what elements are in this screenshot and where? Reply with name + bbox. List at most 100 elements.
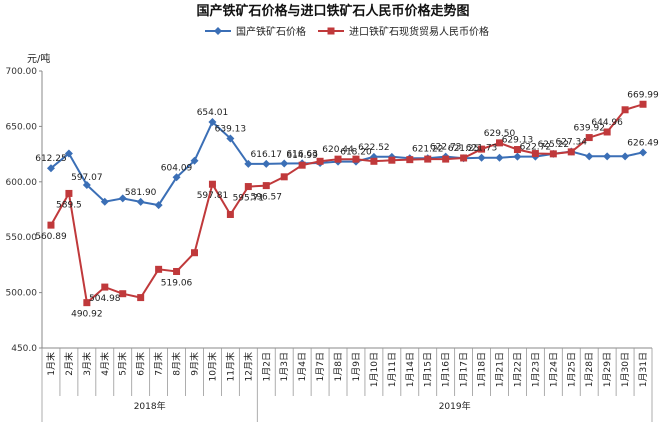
data-label-1: 595.71 — [233, 194, 265, 204]
data-point-1 — [496, 139, 503, 147]
data-point-1 — [406, 156, 414, 164]
data-label-0: 581.90 — [125, 188, 157, 198]
legend-entry-0: 国产铁矿石价格 — [236, 25, 306, 38]
data-point-0 — [136, 197, 145, 206]
data-label-0: 621.73 — [466, 144, 498, 154]
data-label-0: 654.01 — [197, 108, 229, 118]
chart-title: 国产铁矿石价格与进口铁矿石人民币价格走势图 — [196, 3, 469, 19]
data-point-1 — [567, 148, 575, 156]
data-point-1 — [173, 267, 181, 275]
data-point-0 — [603, 152, 612, 161]
data-label-1: 669.99 — [627, 90, 659, 100]
data-point-1 — [47, 221, 55, 229]
data-label-0: 612.25 — [35, 154, 67, 164]
data-label-1: 560.89 — [35, 232, 67, 242]
data-point-1 — [262, 182, 270, 190]
legend-marker-0 — [214, 27, 222, 35]
y-tick-label: 500.00 — [6, 289, 38, 299]
data-point-1 — [513, 146, 521, 154]
legend-entry-1: 进口铁矿石现货贸易人民币价格 — [349, 25, 489, 38]
data-point-1 — [65, 189, 73, 197]
data-point-0 — [100, 197, 109, 206]
data-point-0 — [477, 153, 486, 162]
data-point-1 — [119, 290, 127, 298]
y-tick-label: 550.00 — [6, 233, 38, 243]
data-label-0: 626.49 — [627, 138, 659, 148]
data-label-1: 621.25 — [448, 144, 480, 154]
x-tick-label: 1月17日 — [459, 352, 470, 387]
x-tick-label: 1月21日 — [495, 352, 506, 387]
y-tick-label: 700.00 — [6, 67, 38, 77]
data-point-1 — [191, 249, 198, 257]
data-point-1 — [83, 299, 91, 307]
x-tick-label: 1月7日 — [315, 352, 326, 381]
data-point-1 — [585, 134, 593, 142]
x-tick-label: 1月18日 — [477, 352, 488, 387]
x-tick-label: 1月31日 — [638, 352, 649, 387]
data-point-1 — [208, 180, 216, 188]
data-label-1: 614.99 — [286, 151, 318, 161]
data-point-0 — [280, 159, 289, 168]
x-tick-label: 1月9日 — [351, 352, 362, 381]
y-tick-label: 650.00 — [6, 122, 38, 132]
x-tick-label: 1月28日 — [584, 352, 595, 387]
x-tick-label: 1月10日 — [369, 352, 380, 387]
data-point-0 — [208, 117, 217, 126]
x-tick-label: 1月8日 — [333, 352, 344, 381]
data-point-0 — [226, 134, 235, 143]
data-point-1 — [101, 283, 109, 291]
data-point-0 — [118, 194, 127, 203]
x-tick-label: 1月4日 — [297, 352, 308, 381]
x-tick-label: 1月25日 — [566, 352, 577, 387]
data-point-1 — [549, 150, 557, 158]
data-point-0 — [64, 149, 73, 158]
data-label-1: 519.06 — [161, 278, 193, 288]
data-label-1: 490.92 — [71, 310, 103, 320]
data-point-0 — [262, 159, 271, 168]
x-tick-label: 7月末 — [153, 352, 165, 376]
x-tick-label: 2月末 — [63, 352, 75, 376]
year-group-label: 2019年 — [439, 400, 471, 412]
data-point-1 — [460, 154, 468, 162]
data-point-0 — [244, 159, 253, 168]
data-point-1 — [424, 155, 432, 163]
x-tick-label: 1月3日 — [279, 352, 290, 381]
x-tick-label: 12月末 — [242, 352, 254, 381]
series-line-1 — [50, 103, 644, 305]
data-label-1: 620.44 — [322, 145, 354, 155]
data-point-0 — [154, 201, 163, 210]
data-label-1: 589.5 — [56, 200, 82, 210]
y-tick-label: 600.00 — [6, 178, 38, 188]
x-tick-label: 1月24日 — [548, 352, 559, 387]
data-label-0: 622.52 — [358, 143, 390, 153]
data-point-1 — [155, 265, 163, 273]
legend-marker-1 — [327, 27, 335, 35]
data-point-0 — [513, 152, 522, 161]
x-tick-label: 10月末 — [206, 352, 218, 381]
data-label-1: 504.98 — [89, 294, 121, 304]
data-label-1: 639.92 — [573, 124, 605, 134]
x-tick-label: 9月末 — [189, 352, 201, 376]
year-group-label: 2018年 — [134, 400, 166, 412]
data-label-0: 622.72 — [520, 143, 552, 153]
y-axis-label: 元/吨 — [27, 52, 50, 65]
data-point-0 — [639, 148, 648, 157]
x-tick-label: 3月末 — [81, 352, 93, 376]
data-point-0 — [621, 152, 630, 161]
y-tick-label: 450.0 — [11, 344, 37, 354]
x-tick-label: 1月23日 — [530, 352, 541, 387]
data-label-1: 629.50 — [484, 129, 516, 139]
data-label-1: 596.57 — [251, 193, 283, 203]
data-point-0 — [585, 152, 594, 161]
data-point-1 — [639, 100, 647, 108]
x-tick-label: 1月30日 — [620, 352, 631, 387]
x-tick-label: 6月末 — [135, 352, 147, 376]
data-point-1 — [370, 157, 378, 165]
data-point-0 — [495, 153, 504, 162]
data-point-1 — [316, 157, 324, 165]
data-label-0: 627.34 — [556, 138, 588, 148]
data-label-1: 629.13 — [502, 136, 534, 146]
series-line-0 — [50, 120, 644, 207]
data-point-0 — [46, 164, 55, 173]
data-point-1 — [531, 150, 539, 158]
